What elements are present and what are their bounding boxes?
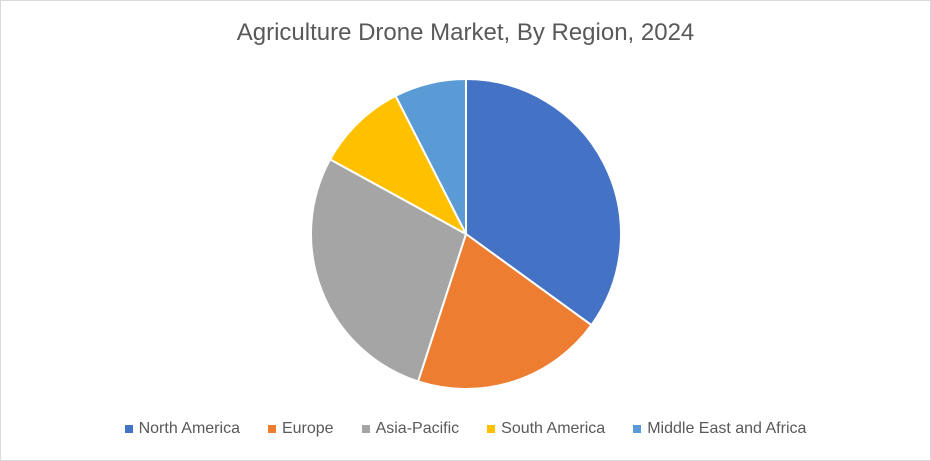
pie-slice-europe [417,233,593,390]
legend-label: Middle East and Africa [647,420,807,437]
legend-swatch [633,425,642,433]
pie-slice-south-america [329,94,467,235]
chart-title: Agriculture Drone Market, By Region, 202… [236,19,695,46]
legend-item-south-america: South America [487,420,605,438]
pie-slice-north-america [465,78,622,327]
legend-label: North America [138,420,240,437]
legend-item-europe: Europe [267,420,334,438]
pie-slice-middle-east-and-africa [394,78,467,235]
legend-swatch [487,425,496,433]
legend-swatch [361,425,370,433]
legend-swatch [267,425,276,433]
legend-label: Europe [281,420,334,437]
pie-slice-asia-pacific [310,158,467,383]
legend-swatch [124,425,133,433]
chart-legend: North America Europe Asia-Pacific South … [1,420,930,438]
legend-item-north-america: North America [124,420,240,438]
legend-label: Asia-Pacific [375,420,460,437]
legend-item-middle-east-and-africa: Middle East and Africa [633,420,806,438]
legend-label: South America [501,420,606,437]
legend-item-asia-pacific: Asia-Pacific [361,420,460,438]
